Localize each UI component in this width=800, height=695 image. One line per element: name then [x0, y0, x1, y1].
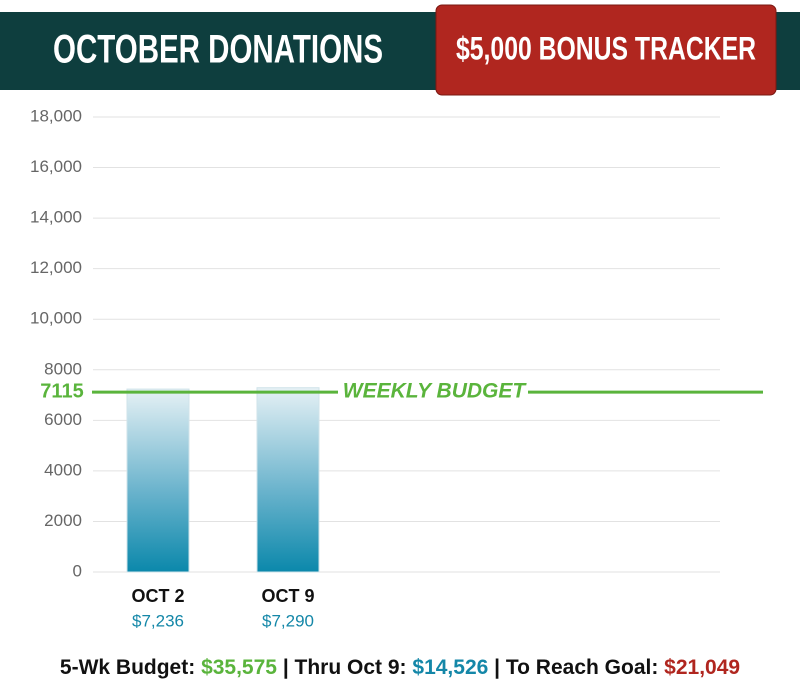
reference-value: 7115 — [40, 380, 83, 402]
chart-title: OCTOBER DONATIONS — [53, 28, 383, 72]
separator: | — [277, 656, 295, 679]
summary-label: 5-Wk Budget: — [60, 656, 195, 679]
summary-label: Thru Oct 9: — [295, 656, 407, 679]
summary-value: $21,049 — [664, 656, 740, 679]
separator: | — [488, 656, 506, 679]
y-tick-label: 10,000 — [30, 309, 82, 328]
y-tick-label: 12,000 — [30, 258, 82, 277]
y-tick-label: 2000 — [44, 511, 82, 530]
y-tick-label: 6000 — [44, 410, 82, 429]
reference-label: WEEKLY BUDGET — [343, 380, 528, 403]
y-tick-label: 0 — [73, 561, 82, 580]
badge — [435, 4, 777, 96]
bar — [126, 388, 190, 573]
summary-value: $14,526 — [412, 656, 488, 679]
value-label: $7,290 — [262, 611, 314, 630]
y-tick-label: 16,000 — [30, 157, 82, 176]
x-tick-label: OCT 2 — [131, 586, 184, 606]
y-tick-label: 8000 — [44, 359, 82, 378]
y-tick-label: 18,000 — [30, 106, 82, 125]
bar — [256, 387, 320, 573]
value-label: $7,236 — [132, 611, 184, 630]
x-tick-label: OCT 9 — [261, 586, 314, 606]
summary-label: To Reach Goal: — [506, 656, 658, 679]
summary: 5-Wk Budget: $35,575 | Thru Oct 9: $14,5… — [60, 656, 740, 679]
y-tick-label: 14,000 — [30, 208, 82, 227]
y-tick-label: 4000 — [44, 460, 82, 479]
summary-value: $35,575 — [201, 656, 277, 679]
badge-text: $5,000 BONUS TRACKER — [456, 30, 756, 66]
